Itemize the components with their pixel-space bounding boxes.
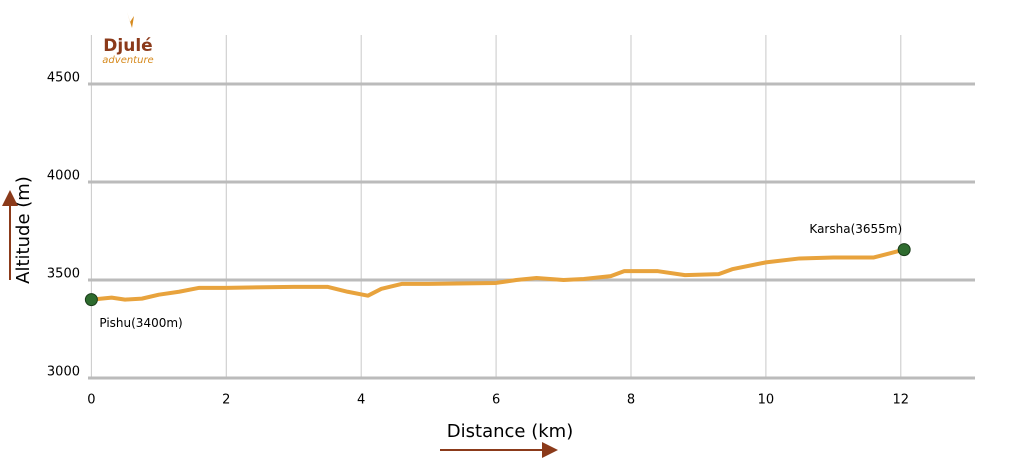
y-axis-title: Altitude (m) — [13, 176, 34, 284]
x-axis-title: Distance (km) — [447, 421, 573, 442]
y-tick-label: 4000 — [47, 169, 80, 184]
x-tick-label: 10 — [758, 393, 775, 408]
x-tick-label: 0 — [87, 393, 95, 408]
x-tick-label: 4 — [357, 393, 365, 408]
annotation: Karsha(3655m) — [809, 222, 902, 236]
logo: Djulé adventure — [102, 12, 154, 66]
logo-name: Djulé — [103, 36, 152, 56]
annotation: Pishu(3400m) — [99, 316, 182, 330]
point-marker — [897, 243, 911, 257]
x-tick-label: 12 — [893, 393, 910, 408]
point-marker — [84, 293, 98, 307]
y-tick-label: 3500 — [47, 267, 80, 282]
x-tick-label: 8 — [627, 393, 635, 408]
x-tick-label: 6 — [492, 393, 500, 408]
y-tick-label: 3000 — [47, 365, 80, 380]
logo-tagline: adventure — [102, 55, 153, 66]
y-tick-label: 4500 — [47, 71, 80, 86]
x-tick-label: 2 — [222, 393, 230, 408]
series-line — [91, 247, 905, 302]
